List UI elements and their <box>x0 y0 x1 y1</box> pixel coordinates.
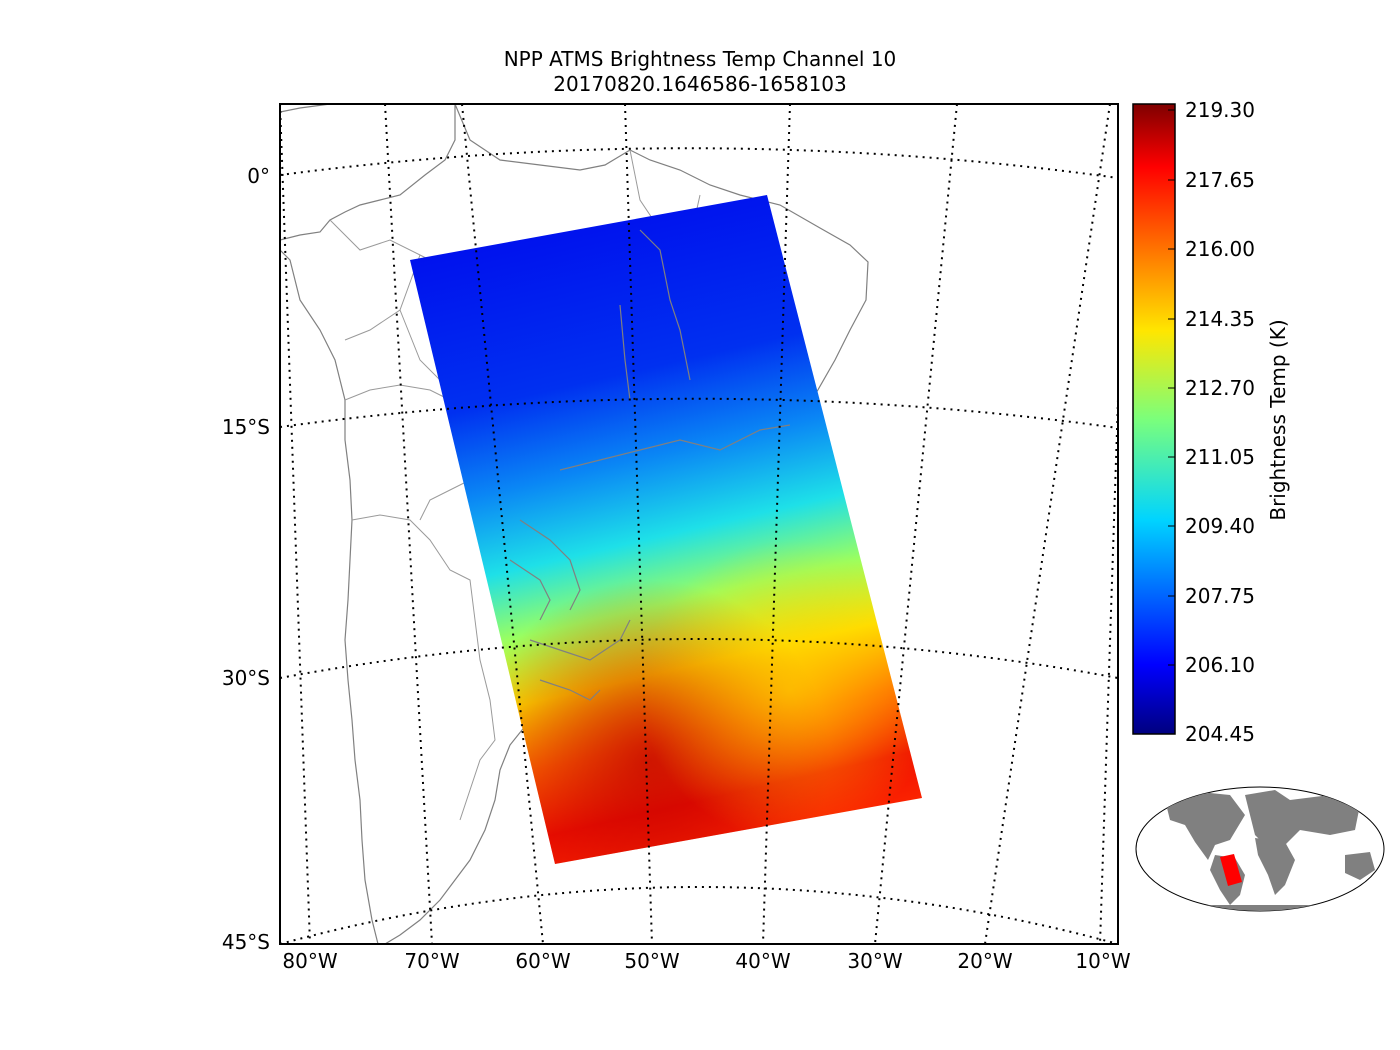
colorbar-title: Brightness Temp (K) <box>1266 319 1290 521</box>
inset-swath <box>1220 854 1242 886</box>
map-title: NPP ATMS Brightness Temp Channel 10 <box>503 47 897 71</box>
lat-label-15s: 15°S <box>221 415 270 439</box>
colorbar-tick-label: 206.10 <box>1185 653 1255 677</box>
lat-label-45s: 45°S <box>221 930 270 954</box>
lon-label-50w: 50°W <box>624 949 680 973</box>
colorbar-ticks <box>1168 109 1175 666</box>
lon-label-80w: 80°W <box>282 949 338 973</box>
graticule <box>280 104 1118 944</box>
colorbar-tick-label: 204.45 <box>1185 722 1255 746</box>
colorbar-tick-label: 219.30 <box>1185 98 1255 122</box>
map-frame <box>279 103 1119 945</box>
colorbar-tick-label: 211.05 <box>1185 445 1255 469</box>
lon-label-60w: 60°W <box>515 949 571 973</box>
colorbar-tick-label: 214.35 <box>1185 307 1255 331</box>
colorbar-tick-label: 207.75 <box>1185 584 1255 608</box>
lon-label-30w: 30°W <box>847 949 903 973</box>
west-coast <box>280 249 379 944</box>
map-area <box>280 104 1118 944</box>
map-subtitle: 20170820.1646586-1658103 <box>553 72 847 96</box>
colorbar <box>1132 103 1176 735</box>
colorbar-tick-label: 217.65 <box>1185 168 1255 192</box>
lat-label-30s: 30°S <box>221 666 270 690</box>
lon-label-10w: 10°W <box>1075 949 1131 973</box>
lon-label-20w: 20°W <box>957 949 1013 973</box>
lat-label-0: 0° <box>247 164 270 188</box>
colorbar-tick-label: 216.00 <box>1185 237 1255 261</box>
lon-label-40w: 40°W <box>735 949 791 973</box>
colorbar-tick-label: 212.70 <box>1185 376 1255 400</box>
brightness-swath <box>410 195 922 864</box>
colorbar-tick-label: 209.40 <box>1185 514 1255 538</box>
inset-globe <box>1135 786 1385 912</box>
lon-label-70w: 70°W <box>404 949 460 973</box>
